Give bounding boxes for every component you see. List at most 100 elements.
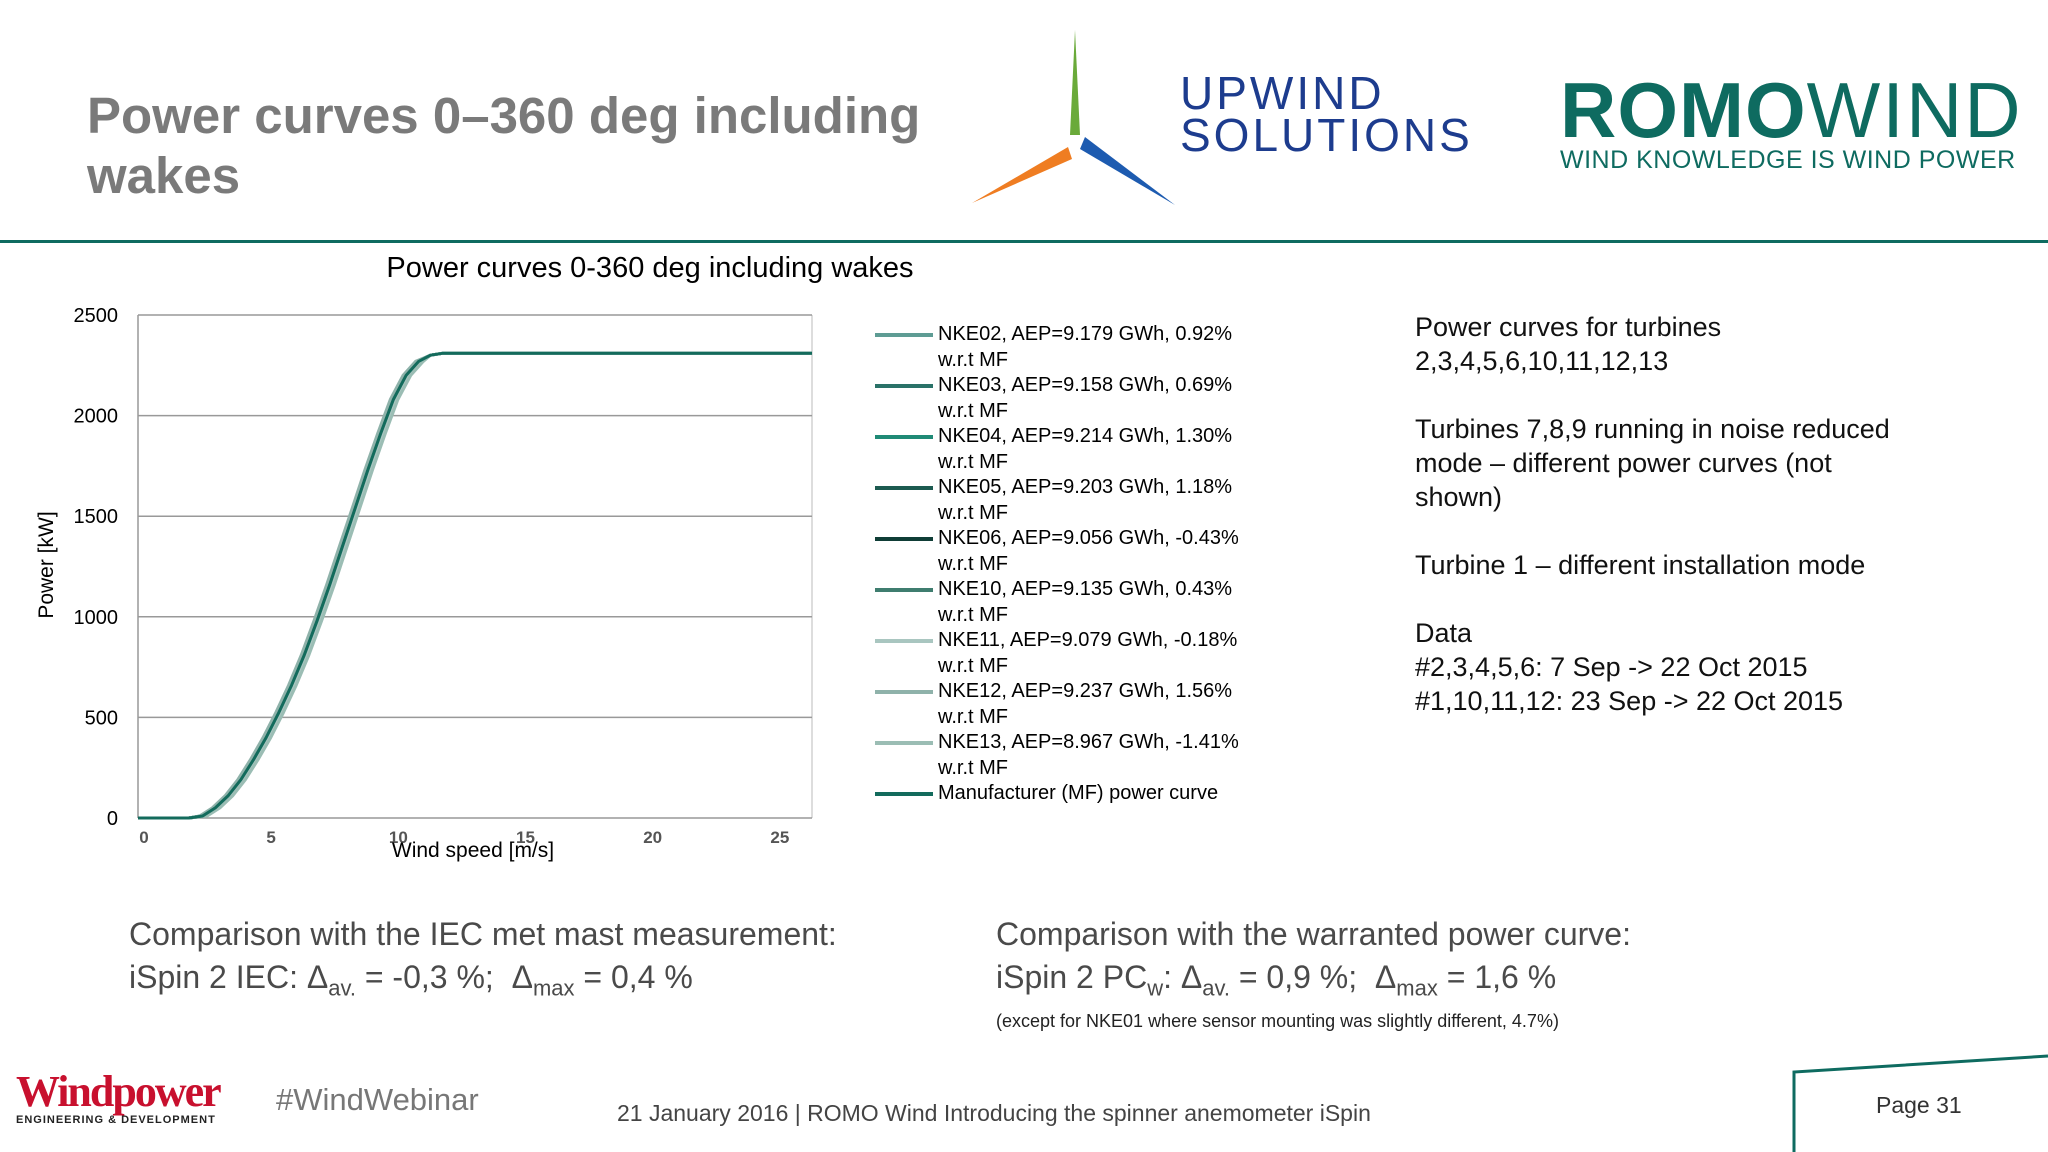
pc-colon: : — [1163, 959, 1181, 995]
max-subscript: max — [1396, 975, 1438, 1001]
series-line-8 — [138, 351, 812, 820]
legend-swatch — [875, 333, 933, 337]
legend-label-cont: w.r.t MF — [938, 705, 1008, 728]
upwind-blade-orange-icon — [972, 147, 1072, 203]
legend-label: NKE03, AEP=9.158 GWh, 0.69% — [938, 374, 1233, 396]
note-data-heading: Data — [1415, 618, 1473, 648]
iec-max-value: = 0,4 % — [574, 959, 693, 995]
delta-symbol: Δ — [511, 959, 533, 995]
header-divider — [0, 240, 2048, 243]
windpower-sub-text: ENGINEERING & DEVELOPMENT — [16, 1114, 216, 1126]
upwind-logo — [972, 30, 1175, 205]
romo-tagline: WIND KNOWLEDGE IS WIND POWER — [1560, 146, 2016, 174]
legend-item: NKE02, AEP=9.179 GWh, 0.92% w.r.t MF — [875, 322, 1305, 373]
y-tick-label: 500 — [85, 707, 118, 729]
series-line-6 — [138, 351, 812, 820]
legend-swatch — [875, 384, 933, 388]
legend-item: NKE03, AEP=9.158 GWh, 0.69% w.r.t MF — [875, 373, 1305, 424]
note-turbine1: Turbine 1 – different installation mode — [1415, 550, 1866, 580]
legend-swatch — [875, 537, 933, 541]
y-tick-label: 1500 — [74, 506, 119, 528]
upwind-wordmark: UPWIND SOLUTIONS — [1180, 70, 1473, 161]
chart-title: Power curves 0-360 deg including wakes — [386, 252, 913, 284]
legend-label-cont: w.r.t MF — [938, 654, 1008, 677]
legend-swatch — [875, 639, 933, 643]
legend-label: NKE05, AEP=9.203 GWh, 1.18% — [938, 476, 1233, 498]
note-data-range1: #2,3,4,5,6: 7 Sep -> 22 Oct 2015 — [1415, 652, 1808, 682]
series-line-10 — [138, 351, 812, 820]
page-number-frame — [1792, 1054, 2048, 1152]
comparison-warranted-values: iSpin 2 PCw: Δav. = 0,9 %; Δmax = 1,6 % — [996, 956, 1631, 1009]
romo-wind-logo: ROMOWIND WIND KNOWLEDGE IS WIND POWER — [1560, 70, 2023, 175]
y-tick-labels: 0 500 1000 1500 2000 2500 — [74, 305, 119, 830]
legend-label-cont: w.r.t MF — [938, 552, 1008, 575]
delta-symbol: Δ — [1374, 959, 1397, 995]
series-line-7 — [138, 351, 812, 820]
comparison-iec-values: iSpin 2 IEC: Δav. = -0,3 %; Δmax = 0,4 % — [129, 956, 837, 1009]
x-tick-label: 0 — [139, 828, 148, 847]
hashtag: #WindWebinar — [276, 1082, 479, 1117]
legend-swatch — [875, 486, 933, 490]
legend-swatch — [875, 435, 933, 439]
y-axis-label: Power [kW] — [35, 511, 58, 618]
legend-label-cont: w.r.t MF — [938, 603, 1008, 626]
legend-label: NKE02, AEP=9.179 GWh, 0.92% — [938, 323, 1233, 345]
legend-item: NKE04, AEP=9.214 GWh, 1.30% w.r.t MF — [875, 424, 1305, 475]
windpower-logo: Windpower ENGINEERING & DEVELOPMENT — [16, 1070, 222, 1127]
legend-label: NKE13, AEP=8.967 GWh, -1.41% — [938, 731, 1239, 753]
legend-swatch — [875, 792, 933, 796]
chart-series — [138, 351, 812, 820]
legend-item: NKE06, AEP=9.056 GWh, -0.43% w.r.t MF — [875, 526, 1305, 577]
legend-swatch — [875, 588, 933, 592]
legend-label: Manufacturer (MF) power curve — [938, 782, 1219, 804]
series-line-1 — [138, 351, 812, 820]
legend-label: NKE10, AEP=9.135 GWh, 0.43% — [938, 578, 1233, 600]
legend-label-cont: w.r.t MF — [938, 348, 1008, 371]
comparison-warranted: Comparison with the warranted power curv… — [996, 913, 1631, 1033]
legend-label: NKE06, AEP=9.056 GWh, -0.43% — [938, 527, 1239, 549]
x-tick-label: 10 — [389, 828, 408, 847]
legend-swatch — [875, 690, 933, 694]
romo-light-text: WIND — [1806, 66, 2023, 154]
upwind-blade-blue-icon — [1080, 137, 1175, 205]
chart-legend: NKE02, AEP=9.179 GWh, 0.92% w.r.t MF NKE03… — [875, 322, 1305, 807]
upwind-line2: SOLUTIONS — [1180, 109, 1473, 161]
power-curve-chart: Power curves 0-360 deg including wakes 0… — [35, 252, 914, 862]
av-subscript: av. — [1202, 975, 1230, 1001]
y-tick-label: 2500 — [74, 305, 119, 327]
chart-grid — [137, 314, 813, 819]
iec-prefix: iSpin 2 IEC: — [129, 959, 307, 995]
series-line-9 — [138, 351, 812, 820]
comparison-iec-heading: Comparison with the IEC met mast measure… — [129, 916, 837, 952]
page-number: Page 31 — [1876, 1092, 1962, 1118]
slide-title: Power curves 0–360 deg including wakes — [87, 87, 921, 204]
legend-item: NKE10, AEP=9.135 GWh, 0.43% w.r.t MF — [875, 577, 1305, 628]
series-line-4 — [138, 351, 812, 820]
legend-item: NKE12, AEP=9.237 GWh, 1.56% w.r.t MF — [875, 679, 1305, 730]
series-line-2 — [138, 351, 812, 820]
legend-swatch — [875, 741, 933, 745]
legend-label: NKE04, AEP=9.214 GWh, 1.30% — [938, 425, 1233, 447]
av-subscript: av. — [328, 975, 356, 1001]
note-data: Data #2,3,4,5,6: 7 Sep -> 22 Oct 2015 #1… — [1415, 616, 1895, 718]
x-tick-label: 20 — [643, 828, 662, 847]
legend-item: NKE13, AEP=8.967 GWh, -1.41% w.r.t MF — [875, 730, 1305, 781]
notes-panel: Power curves for turbines 2,3,4,5,6,10,1… — [1415, 310, 1895, 752]
pc-av-value: = 0,9 %; — [1229, 959, 1375, 995]
max-subscript: max — [532, 975, 575, 1001]
y-tick-label: 1000 — [74, 607, 119, 629]
comparison-iec: Comparison with the IEC met mast measure… — [129, 913, 837, 1009]
note-noise-mode: Turbines 7,8,9 running in noise reduced … — [1415, 414, 1890, 512]
romo-bold-text: ROMO — [1560, 66, 1807, 154]
upwind-blade-green-icon — [1070, 30, 1080, 135]
iec-av-value: = -0,3 %; — [355, 959, 512, 995]
delta-symbol: Δ — [306, 959, 329, 995]
legend-label: NKE11, AEP=9.079 GWh, -0.18% — [938, 629, 1238, 651]
x-tick-label: 15 — [516, 828, 535, 847]
legend-label-cont: w.r.t MF — [938, 399, 1008, 422]
x-tick-label: 5 — [266, 828, 275, 847]
legend-label-cont: w.r.t MF — [938, 501, 1008, 524]
pc-prefix: iSpin 2 PC — [996, 959, 1148, 995]
delta-symbol: Δ — [1180, 959, 1203, 995]
legend-label-cont: w.r.t MF — [938, 450, 1008, 473]
